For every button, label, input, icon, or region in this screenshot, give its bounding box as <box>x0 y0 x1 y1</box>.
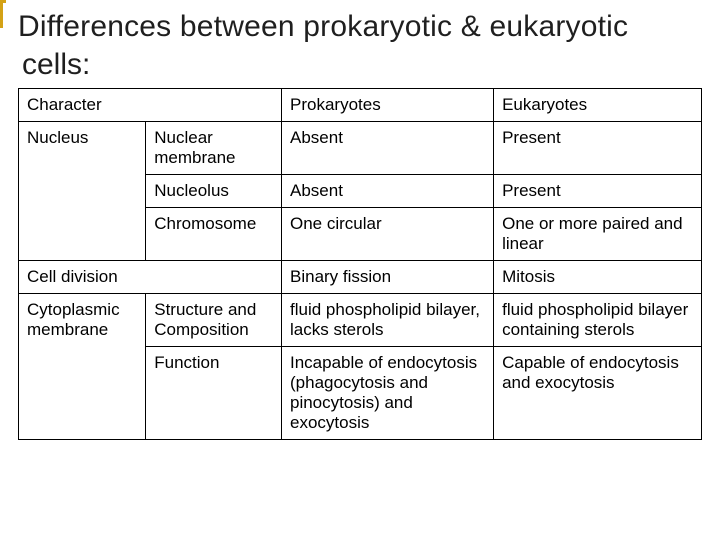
cell-cell-division: Cell division <box>19 261 282 294</box>
cell-prok: Absent <box>282 122 494 175</box>
title-block: Differences between prokaryotic & eukary… <box>18 10 702 86</box>
accent-corner <box>0 0 6 28</box>
cell-sub: Function <box>146 347 282 440</box>
slide-title-line1: Differences between prokaryotic & eukary… <box>18 10 628 45</box>
cell-sub: Chromosome <box>146 208 282 261</box>
table-row: Nucleus Nuclear membrane Absent Present <box>19 122 702 175</box>
cell-euk: Capable of endocytosis and exocytosis <box>494 347 702 440</box>
cell-euk: Present <box>494 175 702 208</box>
cell-prok: One circular <box>282 208 494 261</box>
cell-prok: Binary fission <box>282 261 494 294</box>
cell-sub: Nuclear membrane <box>146 122 282 175</box>
cell-sub: Structure and Composition <box>146 294 282 347</box>
cell-prok: fluid phospholipid bilayer, lacks sterol… <box>282 294 494 347</box>
header-eukaryotes: Eukaryotes <box>494 89 702 122</box>
table-header-row: Character Prokaryotes Eukaryotes <box>19 89 702 122</box>
cell-euk: Present <box>494 122 702 175</box>
cell-euk: One or more paired and linear <box>494 208 702 261</box>
slide-title-overlay: cells: <box>22 48 90 82</box>
cell-cyto-membrane: Cytoplasmic membrane <box>19 294 146 440</box>
slide: Differences between prokaryotic & eukary… <box>0 0 720 540</box>
cell-prok: Absent <box>282 175 494 208</box>
header-prokaryotes: Prokaryotes <box>282 89 494 122</box>
comparison-table: Character Prokaryotes Eukaryotes Nucleus… <box>18 88 702 440</box>
table-row: Cell division Binary fission Mitosis <box>19 261 702 294</box>
header-character: Character <box>19 89 282 122</box>
table-row: Cytoplasmic membrane Structure and Compo… <box>19 294 702 347</box>
cell-sub: Nucleolus <box>146 175 282 208</box>
cell-euk: Mitosis <box>494 261 702 294</box>
cell-euk: fluid phospholipid bilayer containing st… <box>494 294 702 347</box>
cell-nucleus: Nucleus <box>19 122 146 261</box>
cell-prok: Incapable of endocytosis (phagocytosis a… <box>282 347 494 440</box>
